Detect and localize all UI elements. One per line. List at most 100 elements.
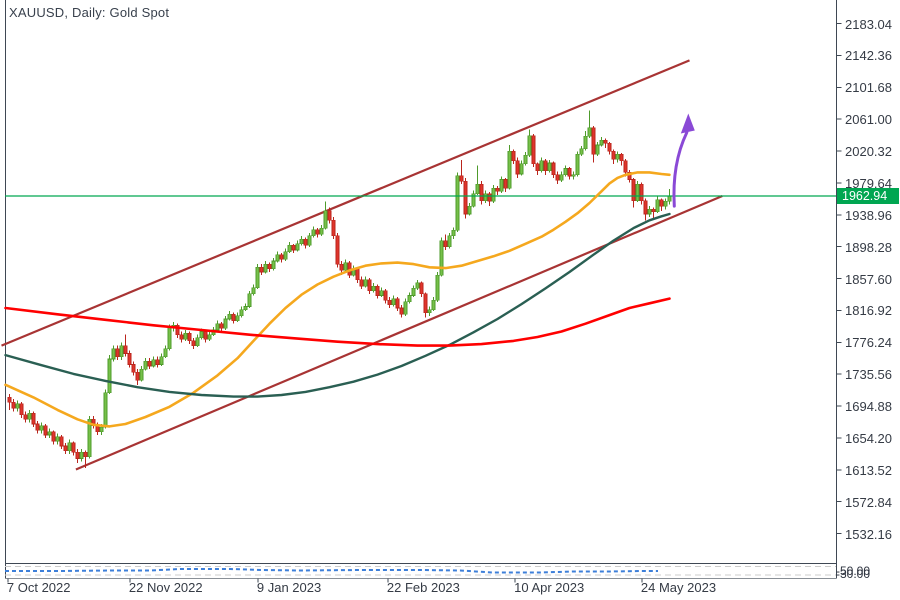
candle-body xyxy=(471,193,476,207)
upper-channel-trendline[interactable] xyxy=(1,59,690,347)
candle-body xyxy=(359,279,364,287)
candle-body xyxy=(511,150,516,161)
indicator-line[interactable] xyxy=(5,568,658,574)
candle-body xyxy=(7,397,12,403)
candle-body xyxy=(175,324,180,335)
candle-body xyxy=(423,293,428,314)
candle-body xyxy=(27,412,32,420)
candle-body xyxy=(623,160,628,173)
candle-body xyxy=(339,263,344,271)
candle-body xyxy=(215,323,220,331)
price-tick-label: 1694.88 xyxy=(845,399,892,415)
buy-signal-arrow[interactable] xyxy=(672,130,689,208)
candle-body xyxy=(251,287,256,295)
candle-body xyxy=(439,240,444,276)
candle-body xyxy=(547,162,552,172)
candle-body xyxy=(67,442,72,451)
candle-body xyxy=(119,345,124,357)
price-tick-label: 1776.24 xyxy=(845,335,892,351)
candle-body xyxy=(627,172,632,180)
candle-body xyxy=(427,309,432,314)
candle-body xyxy=(563,168,568,176)
date-tick-label: 22 Feb 2023 xyxy=(386,580,460,595)
candle-body xyxy=(635,183,640,201)
candle-body xyxy=(507,150,512,189)
candle-body xyxy=(663,201,668,207)
candle-body xyxy=(447,235,452,248)
candle-body xyxy=(99,426,104,433)
candle-body xyxy=(147,361,152,367)
candle-body xyxy=(603,140,608,144)
candle-body xyxy=(115,348,120,357)
candle-body xyxy=(479,183,484,201)
candle-body xyxy=(631,179,636,201)
candle-body xyxy=(483,193,488,201)
candle-body xyxy=(207,334,212,340)
ma-orange-line[interactable] xyxy=(4,171,671,428)
candle-body xyxy=(111,348,116,360)
candle-body xyxy=(407,295,412,303)
candle-body xyxy=(399,307,404,315)
current-price-label: 1962.94 xyxy=(837,188,899,204)
price-tick-label: 2183.04 xyxy=(845,16,892,32)
candle-body xyxy=(459,175,464,182)
price-tick-label: 1938.96 xyxy=(845,207,892,223)
candle-body xyxy=(491,187,496,202)
candle-body xyxy=(455,175,460,231)
candle-body xyxy=(343,262,348,271)
candle-body xyxy=(43,425,48,436)
candle-body xyxy=(183,332,188,340)
candle-body xyxy=(567,168,572,177)
ma-teal-line[interactable] xyxy=(4,212,671,398)
candle-body xyxy=(283,251,288,260)
candle-body xyxy=(335,235,340,265)
candle-body xyxy=(63,445,68,451)
candle-body xyxy=(575,154,580,176)
candle-body xyxy=(503,179,508,189)
candle-body xyxy=(287,245,292,252)
candle-body xyxy=(271,260,276,270)
candle-body xyxy=(615,154,620,160)
candle-body xyxy=(591,127,596,155)
candle-body xyxy=(51,431,56,442)
candle-body xyxy=(275,254,280,262)
candle-body xyxy=(431,299,436,310)
candle-body xyxy=(451,230,456,237)
candle-body xyxy=(463,180,468,215)
date-tick-label: 10 Apr 2023 xyxy=(514,580,585,595)
candle-body xyxy=(383,290,388,301)
candle-body xyxy=(75,451,80,459)
candle-body xyxy=(515,160,520,175)
candle-body xyxy=(415,282,420,289)
candle-body xyxy=(35,423,40,431)
candle-body xyxy=(379,290,384,296)
buy-signal-arrowhead[interactable] xyxy=(680,113,695,134)
candle-body xyxy=(583,136,588,150)
candle-body xyxy=(311,229,316,237)
price-tick-label: 2020.32 xyxy=(845,144,892,160)
price-tick-label: 2061.00 xyxy=(845,112,892,128)
ma-red-line[interactable] xyxy=(4,297,671,347)
candle-body xyxy=(619,154,624,161)
candle-body xyxy=(79,451,84,459)
candle-body xyxy=(83,451,88,458)
candle-body xyxy=(123,345,128,354)
candle-body xyxy=(227,313,232,320)
candle-body xyxy=(531,135,536,165)
candle-body xyxy=(555,174,560,181)
candle-body xyxy=(143,361,148,370)
candle-body xyxy=(223,318,228,329)
candle-body xyxy=(299,238,304,245)
candle-body xyxy=(371,285,376,292)
candle-body xyxy=(291,245,296,251)
price-tick-label: 2142.36 xyxy=(845,48,892,64)
candle-body xyxy=(203,331,208,340)
candle-body xyxy=(243,306,248,310)
indicator-level-label: -50.00 xyxy=(836,563,871,578)
lower-channel-trendline[interactable] xyxy=(75,194,723,471)
candle-body xyxy=(263,263,268,273)
candle-body xyxy=(167,327,172,350)
candle-body xyxy=(191,340,196,346)
candle-body xyxy=(323,210,328,229)
